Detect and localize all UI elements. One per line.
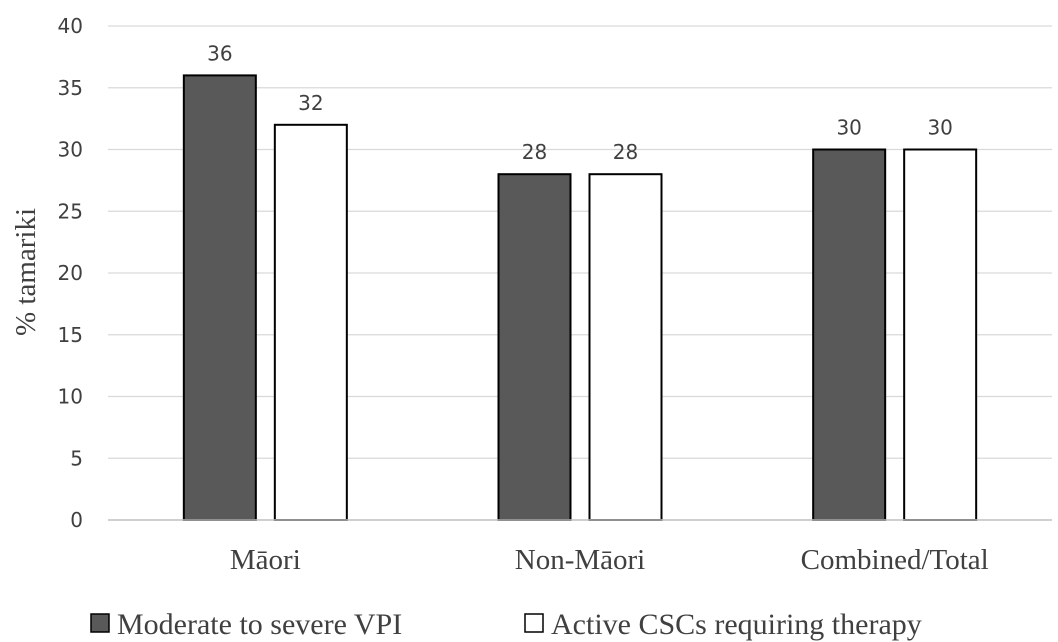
data-label: 30: [927, 116, 952, 140]
legend-swatch: [524, 613, 544, 633]
gridlines: [108, 25, 1052, 459]
legend: Moderate to severe VPI Active CSCs requir…: [90, 608, 922, 641]
bar-moderate-severe-vpi-2: [812, 148, 887, 521]
data-label: 28: [522, 140, 547, 164]
y-axis-label: % tamariki: [10, 208, 42, 336]
x-category-label: Combined/Total: [801, 544, 989, 576]
bar-active-cscs-2: [903, 148, 978, 521]
legend-swatch: [90, 613, 110, 633]
legend-label: Active CSCs requiring therapy: [551, 608, 922, 641]
data-label: 36: [207, 41, 232, 65]
y-tick-label: 25: [58, 199, 83, 223]
bar-moderate-severe-vpi-1: [497, 173, 572, 521]
y-axis-ticks: 0 5 10 15 20 25 30 35 40: [58, 14, 83, 532]
y-tick-label: 30: [58, 138, 83, 162]
y-tick-label: 35: [58, 76, 83, 100]
y-tick-label: 5: [70, 446, 83, 470]
bar-active-cscs-1: [588, 173, 663, 521]
x-category-label: Māori: [230, 544, 301, 576]
bar-active-cscs-0: [273, 123, 348, 522]
y-tick-label: 10: [58, 385, 83, 409]
data-labels: 36 32 28 28 30 30: [207, 41, 953, 164]
data-label: 30: [836, 116, 861, 140]
data-label: 32: [298, 91, 323, 115]
y-tick-label: 15: [58, 323, 83, 347]
y-tick-label: 40: [58, 14, 83, 38]
y-tick-label: 20: [58, 261, 83, 285]
bars: [182, 74, 978, 522]
x-axis-categories: Māori Non-Māori Combined/Total: [230, 544, 989, 576]
y-tick-label: 0: [70, 508, 83, 532]
bar-moderate-severe-vpi-0: [182, 74, 257, 522]
data-label: 28: [613, 140, 638, 164]
legend-label: Moderate to severe VPI: [117, 608, 402, 641]
x-category-label: Non-Māori: [515, 544, 645, 576]
